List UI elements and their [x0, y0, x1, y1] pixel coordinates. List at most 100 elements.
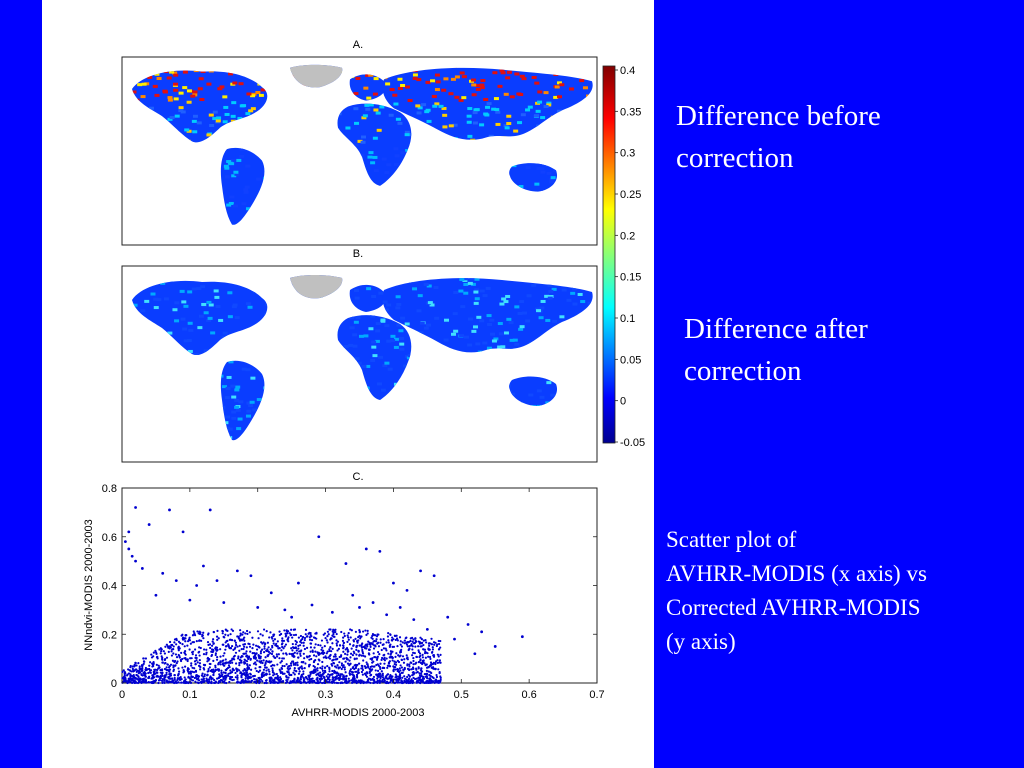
scatter-point [197, 639, 201, 642]
scatter-point [272, 633, 275, 636]
scatter-point [355, 673, 359, 676]
scatter-point [396, 659, 399, 662]
scatter-point [355, 681, 358, 685]
scatter-point [317, 651, 321, 654]
scatter-point [397, 681, 400, 684]
scatter-point [191, 652, 194, 656]
scatter-point [328, 678, 331, 681]
scatter-point [257, 670, 260, 674]
scatter-point [396, 669, 399, 673]
scatter-point [175, 637, 178, 640]
scatter-point [189, 642, 192, 645]
scatter-point [446, 615, 450, 619]
scatter-point [293, 667, 296, 670]
scatter-point [385, 641, 388, 644]
scatter-point [425, 669, 428, 673]
scatter-point [134, 559, 137, 563]
scatter-point [345, 681, 348, 684]
scatter-xlabel: AVHRR-MODIS 2000-2003 [291, 707, 424, 719]
scatter-point [286, 667, 289, 670]
scatter-point [257, 676, 260, 680]
scatter-point [260, 648, 264, 651]
scatter-point [328, 681, 331, 684]
scatter-point [387, 677, 390, 680]
colorbar-tick-label: 0.15 [620, 272, 641, 284]
scatter-point [246, 664, 249, 667]
scatter-point [335, 666, 338, 669]
scatter-point [275, 681, 278, 684]
scatter-point [294, 662, 297, 665]
scatter-point [366, 629, 369, 632]
scatter-point [146, 668, 149, 671]
scatter-point [246, 667, 249, 670]
scatter-point [331, 664, 334, 667]
scatter-point [335, 632, 338, 636]
scatter-point [375, 658, 379, 661]
scatter-point [265, 630, 268, 633]
scatter-point [431, 650, 434, 654]
nodata-region [290, 275, 343, 299]
scatter-point [370, 636, 373, 639]
scatter-point [357, 668, 360, 671]
scatter-point [143, 660, 146, 663]
scatter-point [389, 653, 392, 656]
scatter-point [363, 645, 366, 648]
scatter-point [370, 665, 374, 668]
scatter-point [132, 674, 135, 678]
scatter-point [220, 679, 224, 682]
land-region [220, 147, 265, 225]
scatter-point [272, 674, 275, 677]
scatter-point [415, 668, 418, 671]
scatter-point [168, 670, 171, 673]
scatter-point [158, 679, 161, 682]
scatter-point [363, 672, 367, 675]
scatter-point [227, 643, 230, 646]
scatter-point [266, 654, 269, 657]
scatter-point [338, 678, 341, 682]
scatter-point [342, 641, 346, 644]
scatter-point [349, 656, 352, 659]
scatter-point [161, 681, 164, 684]
scatter-point [349, 636, 352, 639]
scatter-point [297, 680, 300, 683]
colorbar-tick-label: 0.1 [620, 313, 635, 325]
scatter-point [303, 638, 306, 642]
scatter-point [261, 671, 264, 674]
scatter-point [430, 681, 433, 684]
scatter-point [428, 655, 432, 659]
scatter-point [328, 675, 331, 678]
scatter-point [214, 681, 217, 684]
scatter-point [310, 639, 314, 642]
scatter-point [399, 669, 402, 672]
scatter-point [320, 652, 323, 655]
scatter-point [378, 680, 381, 683]
scatter-point [215, 646, 219, 649]
scatter-point [378, 653, 381, 656]
scatter-point [183, 679, 187, 682]
scatter-xtick-label: 0.1 [182, 689, 197, 701]
scatter-point [289, 634, 292, 637]
scatter-point [344, 678, 348, 681]
scatter-point [297, 667, 301, 671]
scatter-point [372, 681, 375, 685]
scatter-point [212, 659, 215, 662]
scatter-point [324, 656, 327, 659]
scatter-point [196, 681, 199, 684]
scatter-point [268, 670, 271, 673]
scatter-point [175, 643, 178, 646]
scatter-point [254, 667, 257, 670]
scatter-point [408, 645, 411, 648]
scatter-point [172, 666, 175, 669]
scatter-point [207, 643, 210, 647]
scatter-point [332, 632, 335, 636]
scatter-point [236, 645, 239, 648]
scatter-point [354, 637, 357, 640]
scatter-point [396, 645, 399, 648]
scatter-point [376, 663, 379, 666]
scatter-point [160, 679, 164, 682]
scatter-point [188, 598, 192, 602]
scatter-point [172, 668, 176, 671]
scatter-point [174, 653, 178, 656]
scatter-point [365, 643, 368, 646]
scatter-point [246, 668, 249, 672]
